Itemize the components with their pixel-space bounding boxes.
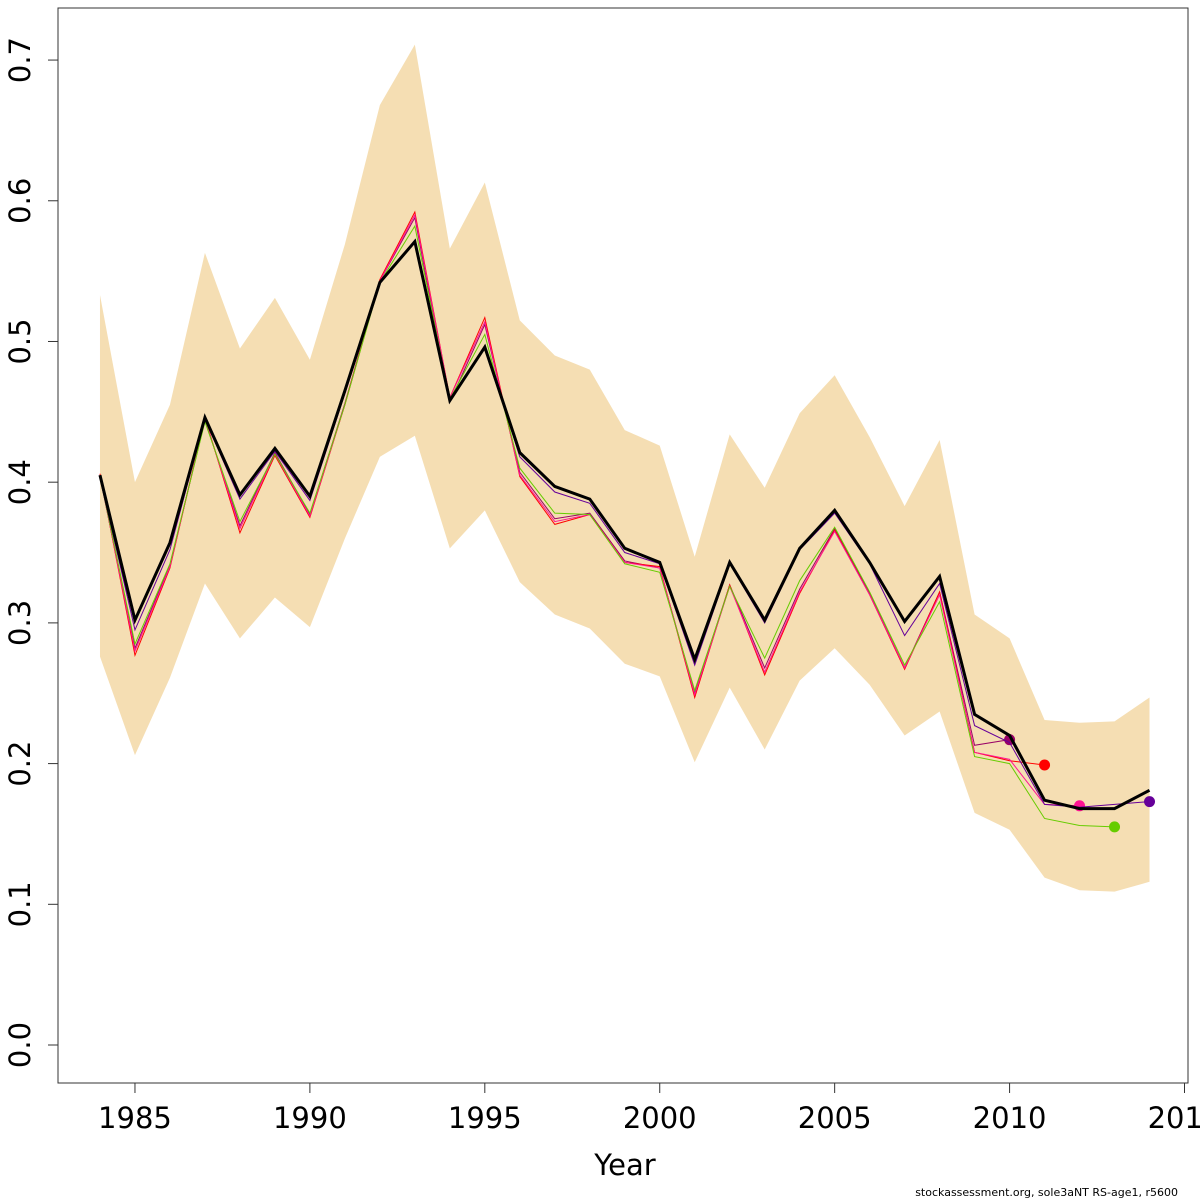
x-tick-label: 2010 bbox=[973, 1101, 1047, 1135]
x-tick-label: 1985 bbox=[98, 1101, 172, 1135]
x-tick-label: 1990 bbox=[273, 1101, 347, 1135]
end-point bbox=[1039, 759, 1051, 771]
confidence-band bbox=[99, 44, 1150, 892]
y-tick-label: 0.6 bbox=[3, 178, 37, 224]
x-tick-label: 2005 bbox=[798, 1101, 872, 1135]
x-tick-label: 2000 bbox=[623, 1101, 697, 1135]
retro-line bbox=[99, 216, 1010, 746]
y-tick-label: 0.1 bbox=[3, 881, 37, 927]
y-tick-label: 0.3 bbox=[3, 600, 37, 646]
final-line bbox=[98, 238, 1151, 811]
retro-line bbox=[99, 239, 1150, 808]
retro-line bbox=[99, 224, 1115, 828]
y-tick-label: 0.4 bbox=[3, 459, 37, 505]
plot-frame bbox=[57, 7, 1189, 1084]
x-axis-label: Year bbox=[593, 1148, 655, 1182]
x-tick-label: 2015 bbox=[1148, 1101, 1200, 1135]
footer: stockassessment.org, sole3aNT RS-age1, r… bbox=[915, 1186, 1178, 1199]
end-point bbox=[1144, 796, 1156, 808]
end-point bbox=[1109, 821, 1121, 833]
y-tick-label: 0.7 bbox=[3, 37, 37, 83]
x-tick-label: 1995 bbox=[448, 1101, 522, 1135]
y-tick-label: 0.5 bbox=[3, 318, 37, 364]
y-tick-label: 0.2 bbox=[3, 741, 37, 787]
y-tick-label: 0.0 bbox=[3, 1022, 37, 1068]
